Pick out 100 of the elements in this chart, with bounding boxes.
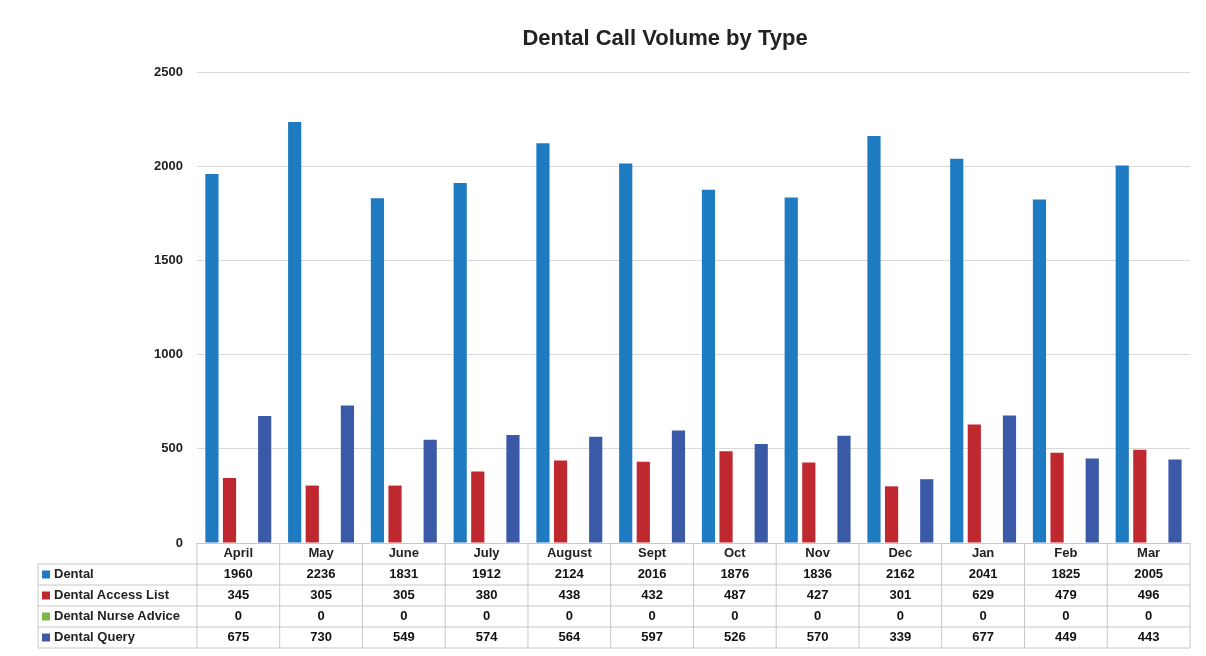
data-label: 570 xyxy=(806,629,829,645)
data-label: 305 xyxy=(392,587,415,603)
data-label: 0 xyxy=(1145,608,1153,624)
bar xyxy=(305,485,319,543)
data-label: 0 xyxy=(731,608,739,624)
data-label: 629 xyxy=(972,587,994,603)
data-label: 0 xyxy=(1062,608,1070,624)
data-label: 305 xyxy=(310,587,332,603)
y-tick-label: 1500 xyxy=(154,252,183,268)
legend-label: Dental Query xyxy=(54,629,136,645)
bar xyxy=(867,136,881,543)
data-label: 0 xyxy=(400,608,408,624)
bar xyxy=(802,462,816,543)
y-tick-label: 2000 xyxy=(154,158,183,174)
bar xyxy=(288,122,302,543)
data-label: 0 xyxy=(482,608,491,624)
data-label: 0 xyxy=(813,608,822,624)
data-label: 675 xyxy=(227,629,250,645)
data-label: 1836 xyxy=(803,566,833,582)
x-tick-label: Jan xyxy=(971,545,995,561)
data-label: 479 xyxy=(1055,587,1077,603)
x-tick-label: Dec xyxy=(888,545,913,561)
bar xyxy=(784,197,798,543)
x-tick-label: Nov xyxy=(805,545,831,561)
bar xyxy=(222,478,237,543)
data-label: 1825 xyxy=(1051,566,1081,582)
data-label: 2236 xyxy=(306,566,336,582)
data-label: 0 xyxy=(234,608,242,624)
bar xyxy=(754,443,768,543)
bar xyxy=(589,436,603,543)
bar xyxy=(671,430,686,543)
data-label: 564 xyxy=(558,629,581,645)
bar xyxy=(920,479,934,543)
bar xyxy=(423,439,437,543)
data-label: 0 xyxy=(565,608,573,624)
data-label: 526 xyxy=(723,629,746,645)
x-tick-label: July xyxy=(473,545,501,561)
bar xyxy=(471,471,485,543)
bar xyxy=(619,163,633,543)
data-label: 1876 xyxy=(720,566,750,582)
data-label: 432 xyxy=(641,587,663,603)
bar xyxy=(1133,449,1147,543)
bar xyxy=(884,486,899,543)
data-label: 1912 xyxy=(472,566,502,582)
data-label: 438 xyxy=(558,587,581,603)
x-tick-label: Feb xyxy=(1054,545,1078,561)
y-tick-label: 2500 xyxy=(154,63,183,79)
data-label: 2162 xyxy=(885,566,915,582)
data-label: 2124 xyxy=(554,566,585,582)
data-label: 2005 xyxy=(1134,566,1164,582)
data-label: 1960 xyxy=(223,566,253,582)
x-tick-label: Sept xyxy=(638,545,667,561)
data-label: 1831 xyxy=(389,566,419,582)
y-tick-label: 0 xyxy=(175,534,183,550)
x-tick-label: August xyxy=(546,545,593,561)
bar xyxy=(636,461,650,543)
x-tick-label: Mar xyxy=(1137,545,1161,561)
bar xyxy=(719,451,733,543)
bar xyxy=(258,415,272,543)
chart-title: Dental Call Volume by Type xyxy=(522,25,808,51)
data-label: 380 xyxy=(475,587,498,603)
bar xyxy=(205,174,219,543)
bar xyxy=(340,405,355,543)
bar xyxy=(453,183,467,543)
y-tick-label: 1000 xyxy=(154,346,183,362)
y-tick-label: 500 xyxy=(161,440,183,456)
x-tick-label: Oct xyxy=(724,545,747,561)
data-label: 0 xyxy=(648,608,656,624)
bar xyxy=(1002,415,1017,543)
bar xyxy=(388,485,402,543)
bar xyxy=(1168,459,1182,543)
data-label: 443 xyxy=(1137,629,1160,645)
bar xyxy=(1085,458,1099,543)
bar xyxy=(370,198,385,543)
data-label: 677 xyxy=(972,629,994,645)
data-label: 339 xyxy=(889,629,912,645)
data-label: 2041 xyxy=(968,566,998,582)
bar xyxy=(701,189,716,543)
x-tick-label: April xyxy=(223,545,254,561)
data-label: 597 xyxy=(641,629,663,645)
data-label: 574 xyxy=(475,629,499,645)
bar xyxy=(1115,165,1129,543)
data-label: 496 xyxy=(1137,587,1160,603)
data-label: 0 xyxy=(979,608,987,624)
data-label: 427 xyxy=(806,587,829,603)
data-label: 0 xyxy=(317,608,325,624)
data-label: 301 xyxy=(889,587,912,603)
data-label: 0 xyxy=(896,608,904,624)
bar xyxy=(553,460,568,543)
legend-label: Dental Access List xyxy=(54,587,170,603)
data-label: 487 xyxy=(723,587,746,603)
bar xyxy=(1050,452,1064,543)
x-tick-label: June xyxy=(388,545,419,561)
data-label: 2016 xyxy=(637,566,667,582)
bar xyxy=(950,158,964,543)
bar xyxy=(536,143,550,543)
bar xyxy=(967,424,981,543)
bar xyxy=(506,434,520,543)
data-label: 449 xyxy=(1055,629,1077,645)
legend-label: Dental xyxy=(54,566,94,582)
